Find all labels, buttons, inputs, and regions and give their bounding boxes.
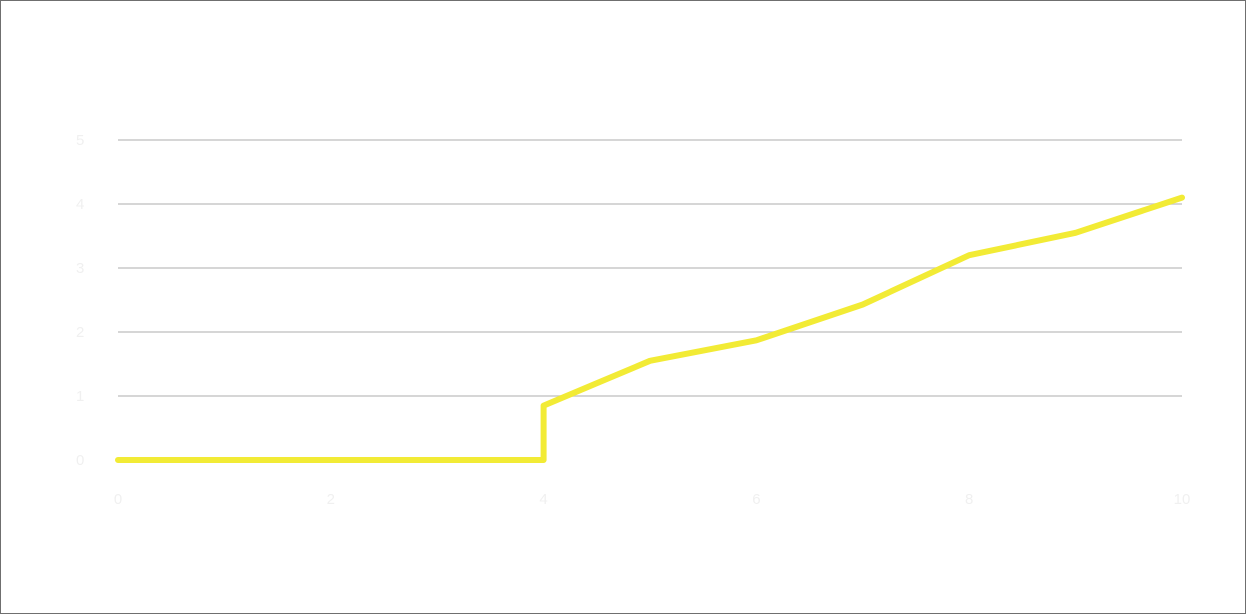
gridlines: [118, 139, 1182, 397]
y-tick-labels: 0 1 2 3 4 5: [76, 132, 84, 469]
x-tick-label: 10: [1174, 491, 1191, 508]
x-tick-label: 0: [114, 491, 122, 508]
y-tick-label: 0: [76, 452, 84, 469]
x-tick-label: 4: [539, 491, 547, 508]
y-tick-label: 1: [76, 388, 84, 405]
x-tick-label: 6: [752, 491, 760, 508]
series-line-0: [115, 194, 1185, 463]
y-tick-label: 3: [76, 260, 84, 277]
y-tick-label: 4: [76, 196, 84, 213]
series-lines: [115, 194, 1185, 463]
x-tick-label: 2: [327, 491, 335, 508]
y-tick-label: 5: [76, 132, 84, 149]
x-tick-label: 8: [965, 491, 973, 508]
x-tick-labels: 0 2 4 6 8 10: [114, 491, 1191, 508]
y-tick-label: 2: [76, 324, 84, 341]
